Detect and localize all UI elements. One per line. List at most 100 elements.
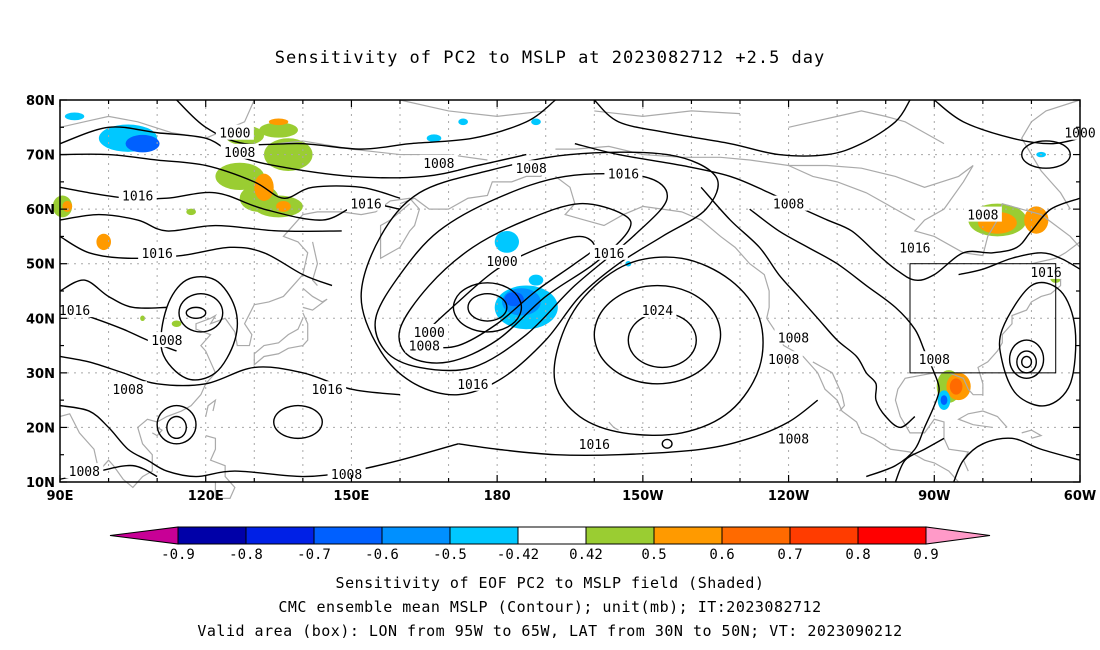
isobar [166, 415, 187, 440]
coastline [311, 241, 319, 286]
contour-label-bg [589, 244, 628, 260]
contour-label: 1008 [151, 334, 182, 349]
contour-label: 1008 [919, 353, 950, 368]
colorbar-label: 0.5 [641, 547, 666, 563]
colorbar-label: 0.6 [709, 547, 734, 563]
contour-label: 1008 [69, 465, 100, 480]
isobar [1021, 140, 1071, 169]
isobar [458, 399, 819, 457]
colorbar: -0.9 -0.8 -0.7 -0.6 -0.5 -0.42 0.42 0.5 0.6 0.7 0.… [109, 526, 991, 563]
isobar [953, 437, 1081, 483]
colorbar-label: -0.6 [365, 547, 399, 563]
coastline [788, 110, 945, 145]
shaded-region [264, 138, 313, 171]
coastlines [59, 99, 1081, 499]
contour-label: 1008 [773, 198, 804, 213]
coastline [1021, 429, 1043, 439]
contour-label-bg [109, 381, 147, 397]
contour-label: 1016 [311, 383, 342, 398]
latitude-label: 80N [26, 94, 55, 109]
coastline [399, 165, 547, 210]
caption-line-1: Sensitivity of EOF PC2 to MSLP field (Sh… [335, 574, 765, 592]
isobar [374, 173, 668, 372]
longitude-label: 180 [484, 489, 511, 504]
colorbar-label: 0.8 [845, 547, 870, 563]
contour-label: 1008 [778, 331, 809, 346]
contour-label: 1016 [141, 247, 172, 262]
isobar [700, 186, 916, 429]
colorbar-label: -0.7 [297, 547, 331, 563]
coastline [788, 164, 916, 221]
longitude-label: 90E [47, 489, 74, 504]
contour-label: 1008 [967, 209, 998, 224]
contour-label-bg [410, 323, 449, 339]
isobar [59, 153, 401, 199]
contour-label-bg [138, 244, 177, 260]
contour-label-bg [147, 332, 186, 348]
contour-label-bg [483, 252, 521, 268]
contour-label: 1008 [224, 146, 255, 161]
shaded-region [171, 320, 182, 328]
shaded-region [64, 112, 85, 121]
contour-label-bg [215, 124, 254, 140]
contour-label: 1000 [486, 255, 517, 270]
coastline [913, 165, 1081, 257]
contour-label-bg [220, 143, 259, 159]
shaded-region [426, 134, 442, 143]
isobar [1008, 339, 1045, 379]
longitude-label: 60W [1064, 489, 1096, 504]
contour-label: 1008 [768, 353, 799, 368]
contour-label-bg [774, 329, 813, 345]
longitude-label: 150W [622, 489, 663, 504]
shaded-region [62, 200, 73, 212]
colorbar-swatch [313, 526, 383, 545]
contour-label: 1016 [1030, 266, 1061, 281]
shaded-region [96, 233, 111, 251]
isobar [749, 208, 940, 478]
isobar [958, 252, 1081, 276]
isobar [360, 151, 719, 396]
contour-label: 1016 [350, 198, 381, 213]
contour-label-bg [118, 187, 157, 203]
contour-label: 1016 [593, 247, 624, 262]
isobar [998, 281, 1077, 407]
isobar [467, 293, 508, 322]
latitude-label: 30N [26, 367, 55, 382]
caption-line-2: CMC ensemble mean MSLP (Contour); unit(m… [278, 598, 822, 616]
colorbar-label: -0.42 [497, 547, 539, 563]
latitude-label: 60N [26, 203, 55, 218]
contour-label: 1016 [59, 304, 90, 319]
contour-label: 1008 [331, 468, 362, 483]
contour-label-bg [347, 195, 385, 211]
latitude-label: 50N [26, 258, 55, 273]
shaded-region [1024, 206, 1049, 234]
contour-label: 1016 [579, 438, 610, 453]
longitude-label: 150E [333, 489, 369, 504]
contour-label: 1016 [899, 241, 930, 256]
contour-label-bg [65, 463, 104, 479]
latitude-label: 20N [26, 421, 55, 436]
contour-label-bg [405, 337, 444, 353]
colorbar-swatch [245, 526, 315, 545]
isobar [593, 284, 722, 385]
coastline [59, 197, 421, 489]
contour-label-bg [55, 302, 94, 318]
isobar [627, 312, 697, 369]
shaded-region [504, 292, 524, 307]
longitude-label: 120E [188, 489, 224, 504]
colorbar-label: -0.5 [433, 547, 467, 563]
contour-label: 1008 [409, 340, 440, 355]
contour-label-bg [895, 239, 934, 255]
contour-label-bg [604, 165, 643, 181]
contour-label: 1008 [778, 432, 809, 447]
valid-area-box [909, 263, 1057, 374]
shaded-region [186, 208, 196, 216]
isobar [59, 235, 333, 287]
contour-label: 1008 [112, 383, 143, 398]
isobar [59, 213, 342, 233]
longitude-label: 90W [918, 489, 950, 504]
coastline [59, 99, 255, 139]
isobar [894, 437, 945, 483]
coastline [812, 361, 846, 412]
